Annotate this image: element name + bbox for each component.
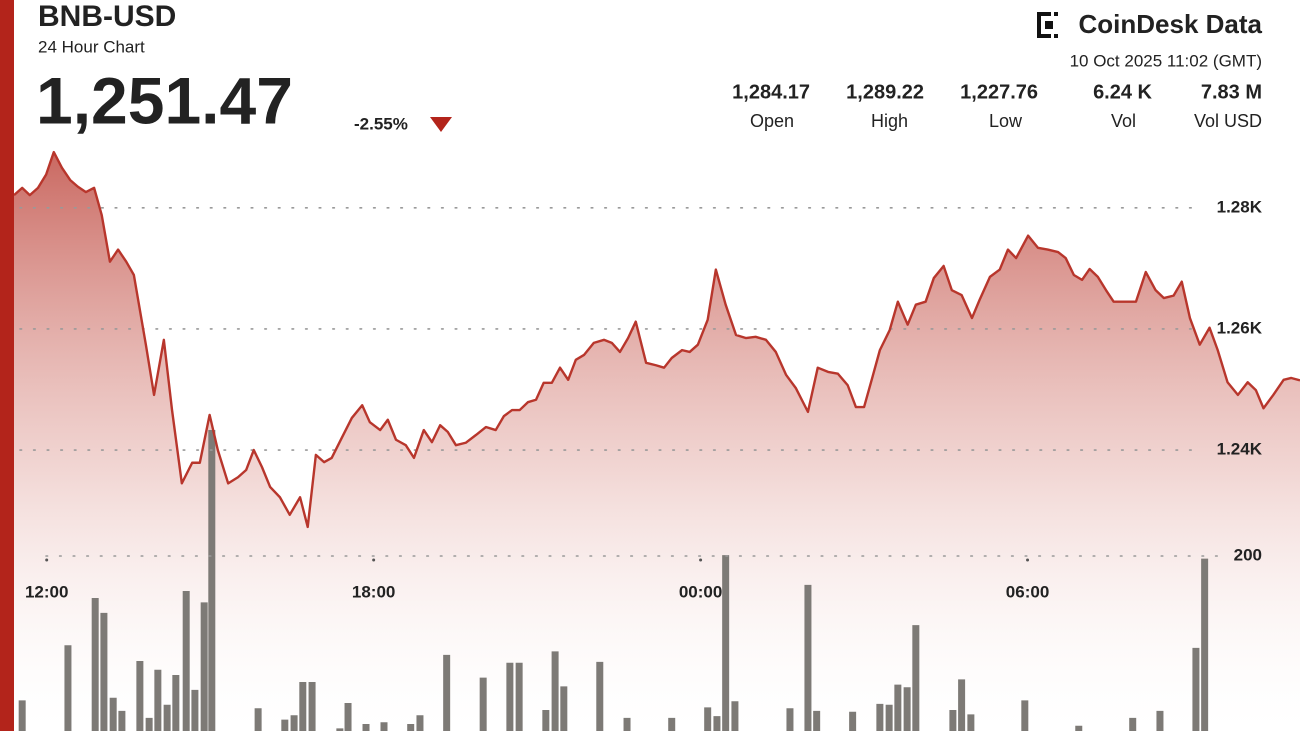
volume-bar: [281, 719, 289, 731]
volume-bar: [894, 684, 902, 731]
plot-area: 1.24K 1.26K 1.28K 200 12:00 18:00 00:00 06:00: [13, 150, 1300, 731]
volume-bar: [731, 701, 739, 731]
volume-bar: [596, 661, 604, 731]
volume-bar: [136, 661, 144, 731]
x-tick-label: 00:00: [679, 582, 722, 601]
title: BNB-USD: [38, 0, 176, 33]
volume-bar: [804, 584, 812, 731]
stat-value: 6.24 K: [1093, 81, 1152, 103]
volume-bar: [145, 717, 153, 731]
volume-bar: [1156, 710, 1164, 731]
volume-bar: [967, 714, 975, 731]
volume-bar: [704, 707, 712, 731]
volume-bar: [208, 430, 216, 731]
volume-bar: [903, 687, 911, 731]
price-line: [13, 150, 1300, 529]
stat-label: Low: [989, 111, 1023, 131]
volume-bar: [560, 686, 568, 731]
y-tick-label: 1.28K: [1217, 197, 1263, 216]
y2-tick-label: 200: [1234, 545, 1262, 564]
stat-label: Vol USD: [1194, 111, 1262, 131]
volume-bar: [109, 697, 117, 731]
volume-bar: [64, 645, 72, 731]
volume-bar: [100, 612, 108, 731]
brand-logo: [1037, 12, 1058, 38]
stat-label: Open: [750, 111, 794, 131]
x-tick-label: 18:00: [352, 582, 395, 601]
volume-bar: [344, 703, 352, 731]
x-tick-label: 06:00: [1006, 582, 1049, 601]
volume-bar: [949, 710, 957, 731]
volume-bar: [912, 625, 920, 731]
volume-bar: [254, 708, 262, 731]
accent-bar: [0, 0, 14, 731]
volume-bar: [479, 677, 487, 731]
volume-bar: [308, 682, 316, 731]
volume-bar: [722, 555, 730, 731]
x-tick-mark: [1026, 558, 1030, 562]
x-tick-mark: [372, 558, 376, 562]
y-tick-label: 1.26K: [1217, 318, 1263, 337]
volume-bar: [172, 675, 180, 731]
volume-bar: [515, 662, 523, 731]
volume-bar: [154, 669, 162, 731]
timestamp: 10 Oct 2025 11:02 (GMT): [1070, 51, 1262, 70]
price: 1,251.47: [36, 63, 293, 137]
volume-bar: [713, 716, 721, 731]
volume-bar: [958, 679, 966, 731]
volume-bar: [1201, 558, 1209, 731]
price-area: [14, 152, 1300, 731]
volume-bar: [876, 703, 884, 731]
y-tick-label: 1.24K: [1217, 440, 1263, 459]
volume-bar: [443, 654, 451, 731]
volume-bar: [18, 700, 26, 731]
volume-bar: [362, 724, 370, 731]
subtitle: 24 Hour Chart: [38, 37, 145, 56]
volume-bar: [182, 591, 190, 731]
volume-bar: [542, 710, 550, 731]
volume-bar: [163, 704, 171, 731]
volume-bar: [299, 682, 307, 731]
x-tick-mark: [699, 558, 703, 562]
volume-bar: [200, 602, 208, 731]
x-tick-label: 12:00: [25, 582, 68, 601]
volume-bar: [407, 724, 415, 731]
volume-bar: [91, 598, 99, 731]
volume-bar: [118, 710, 126, 731]
volume-bar: [336, 728, 344, 731]
volume-bar: [416, 715, 424, 731]
brand: CoinDesk Data: [1079, 9, 1263, 39]
volume-bar: [506, 662, 514, 731]
volume-bar: [191, 689, 199, 731]
volume-bar: [668, 717, 676, 731]
stat-value: 1,289.22: [846, 81, 924, 103]
stat-value: 1,284.17: [732, 81, 810, 103]
volume-bar: [1192, 647, 1200, 731]
down-arrow: [430, 117, 452, 132]
volume-bar: [380, 722, 388, 731]
stat-value: 7.83 M: [1201, 81, 1262, 103]
stat-value: 1,227.76: [960, 81, 1038, 103]
volume-bar: [1129, 717, 1137, 731]
volume-bar: [1075, 725, 1083, 731]
stat-label: Vol: [1111, 111, 1136, 131]
volume-bar: [290, 715, 298, 731]
volume-bar: [623, 717, 631, 731]
volume-bar: [813, 710, 821, 731]
volume-bar: [551, 651, 559, 731]
volume-bar: [1021, 700, 1029, 731]
volume-bar: [786, 708, 794, 731]
volume-bar: [849, 711, 857, 731]
stat-label: High: [871, 111, 908, 131]
stats: 1,284.17 Open 1,289.22 High 1,227.76 Low 6.24 …: [732, 81, 1262, 130]
volume-bar: [885, 704, 893, 731]
x-tick-mark: [45, 558, 49, 562]
change: -2.55%: [354, 114, 408, 133]
